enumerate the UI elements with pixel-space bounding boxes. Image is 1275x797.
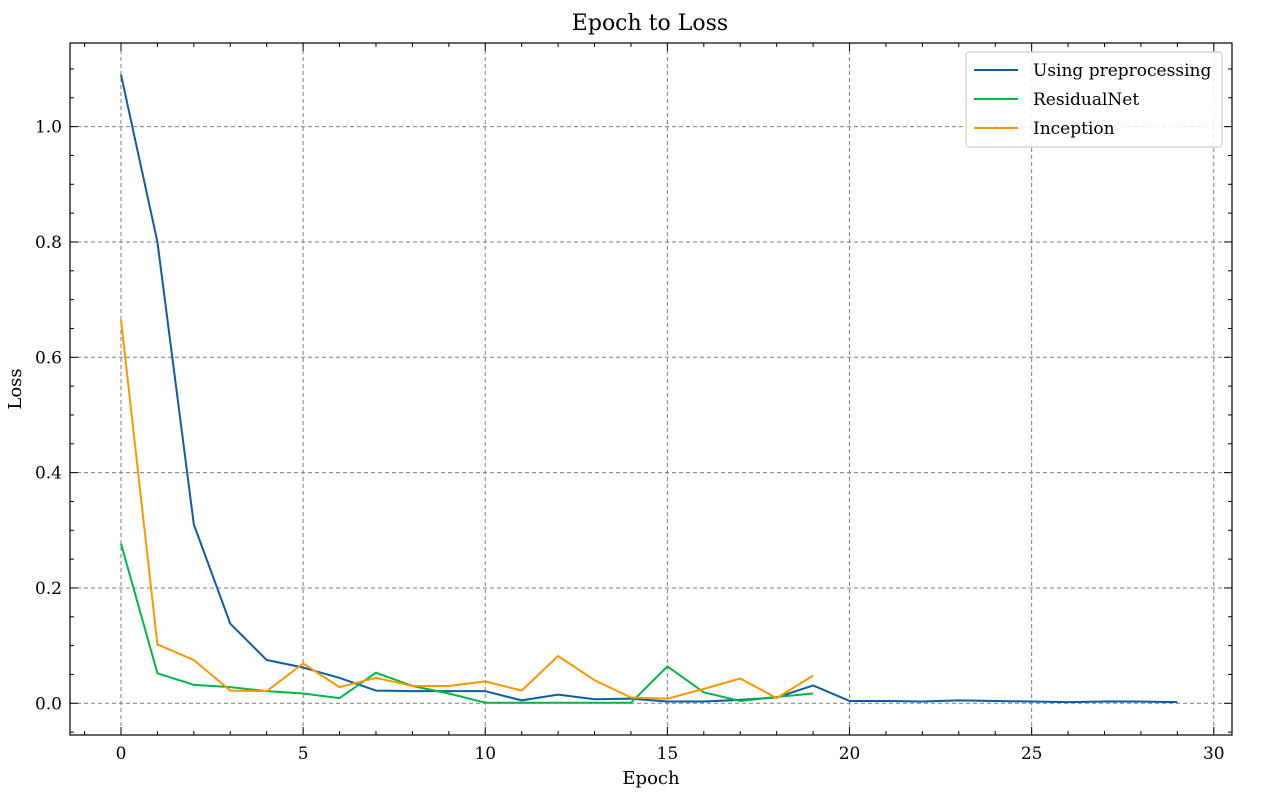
series-line-2 [120, 319, 814, 700]
x-tick-label: 5 [298, 744, 309, 764]
x-tick-label: 15 [657, 744, 679, 764]
y-tick-label: 1.0 [35, 118, 62, 138]
x-tick-label: 0 [116, 744, 127, 764]
legend: Using preprocessing ResidualNet Inception [965, 51, 1223, 148]
legend-label: Using preprocessing [1033, 61, 1211, 81]
y-tick-label: 0.8 [35, 233, 62, 253]
legend-label: ResidualNet [1033, 90, 1139, 110]
y-tick-label: 0.2 [35, 579, 62, 599]
series-layer [120, 74, 1178, 704]
grid [70, 43, 1232, 735]
series-line-1 [120, 543, 814, 704]
y-axis-label: Loss [5, 368, 26, 409]
legend-box [965, 51, 1223, 148]
y-tick-label: 0.6 [35, 348, 62, 368]
x-tick-label: 30 [1203, 744, 1225, 764]
x-axis-label: Epoch [622, 768, 680, 789]
x-tick-label: 10 [474, 744, 496, 764]
chart-title: Epoch to Loss [572, 11, 728, 36]
y-tick-label: 0.4 [35, 464, 62, 484]
y-tick-label: 0.0 [35, 694, 62, 714]
axis-ticks: 0 5 10 15 20 25 30 0.0 0.2 0.4 0.6 0.8 1.0 [35, 43, 1232, 764]
series-line-0 [120, 74, 1178, 704]
plot-frame [69, 42, 1233, 736]
x-tick-label: 25 [1021, 744, 1043, 764]
legend-label: Inception [1033, 119, 1115, 139]
x-tick-label: 20 [839, 744, 861, 764]
